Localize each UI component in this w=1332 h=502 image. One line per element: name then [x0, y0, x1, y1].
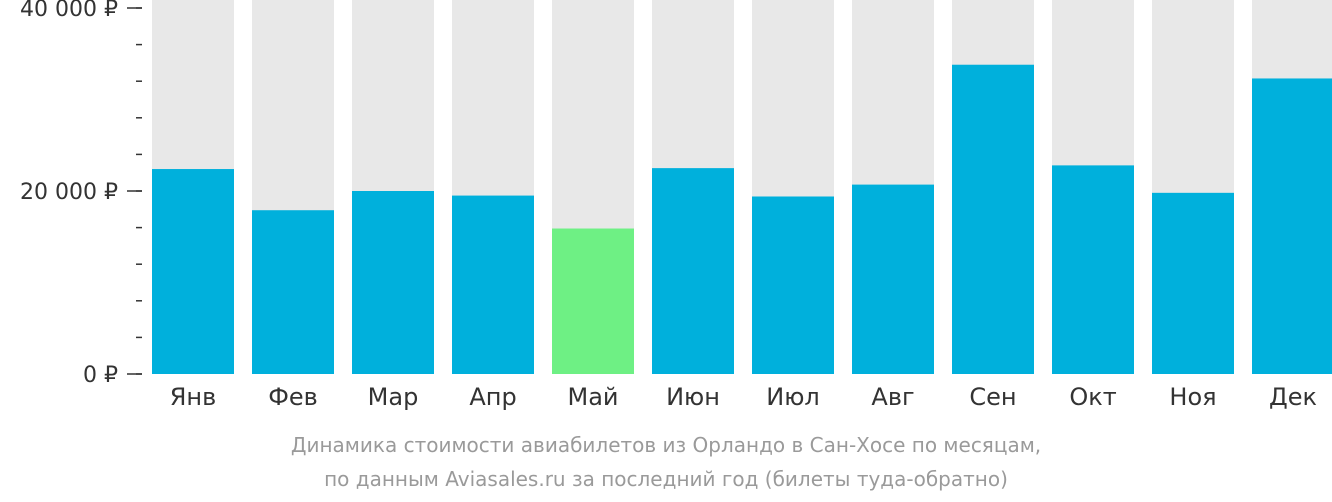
- bar-9: [952, 64, 1034, 374]
- x-tick-label: Янв: [170, 383, 217, 411]
- bar-5: [552, 228, 634, 374]
- x-axis: Янв Фев Мар Апр Май Июн Июл Авг Сен Окт Ноя Дек: [170, 383, 1317, 411]
- bar-7: [752, 196, 834, 374]
- y-tick-label: 20 000 ₽: [20, 180, 118, 205]
- x-tick-label: Окт: [1069, 383, 1116, 411]
- bar-10: [1052, 165, 1134, 374]
- x-tick-label: Апр: [469, 383, 516, 411]
- chart-caption-line-2: по данным Aviasales.ru за последний год …: [324, 467, 1008, 491]
- y-axis: 0 ₽ 20 000 ₽ 40 000 ₽: [20, 0, 142, 388]
- x-tick-label: Сен: [969, 383, 1016, 411]
- y-tick-label: 0 ₽: [83, 363, 118, 388]
- x-tick-label: Июл: [766, 383, 820, 411]
- bar-1: [152, 169, 234, 374]
- y-tick-label: 40 000 ₽: [20, 0, 118, 22]
- x-tick-label: Ноя: [1169, 383, 1216, 411]
- x-tick-label: Июн: [666, 383, 720, 411]
- x-tick-label: Дек: [1269, 383, 1317, 411]
- x-tick-label: Май: [567, 383, 618, 411]
- bar-11: [1152, 192, 1234, 374]
- chart-caption-line-1: Динамика стоимости авиабилетов из Орланд…: [290, 433, 1042, 457]
- bar-6: [652, 168, 734, 374]
- x-tick-label: Фев: [268, 383, 318, 411]
- bars: [152, 64, 1332, 374]
- x-tick-label: Авг: [871, 383, 914, 411]
- bar-8: [852, 184, 934, 374]
- bar-2: [252, 210, 334, 374]
- x-tick-label: Мар: [368, 383, 419, 411]
- bar-12: [1252, 78, 1332, 374]
- bar-3: [352, 191, 434, 374]
- bar-4: [452, 195, 534, 374]
